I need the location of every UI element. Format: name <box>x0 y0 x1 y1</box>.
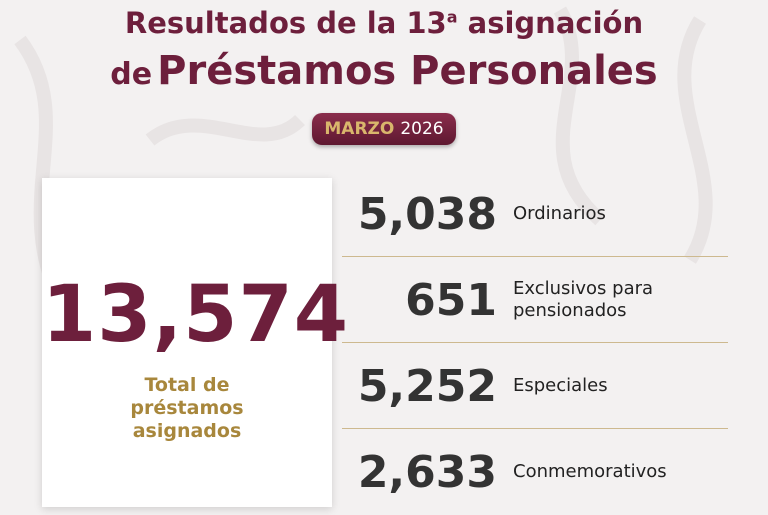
separator <box>342 428 728 429</box>
item-label: Exclusivos para pensionados <box>513 278 654 321</box>
badge-year: 2026 <box>400 119 444 139</box>
item-value: 5,038 <box>357 188 497 240</box>
item-label: Especiales <box>513 375 608 396</box>
item-value: 2,633 <box>357 446 497 498</box>
item-label: Conmemorativos <box>513 461 667 482</box>
total-card: 13,574 Total de préstamos asignados <box>42 178 349 507</box>
title-prefix: Resultados de la <box>124 6 397 40</box>
title-line-2: de Préstamos Personales <box>0 48 768 94</box>
date-badge: MARZO 2026 <box>312 113 456 145</box>
item-row: 2,633 Conmemorativos <box>342 429 728 515</box>
title-ordinal: a <box>446 7 458 27</box>
title-main: Préstamos Personales <box>157 48 658 94</box>
total-label: Total de préstamos asignados <box>130 374 244 442</box>
title-de: de <box>110 57 153 92</box>
title-number: 13 <box>406 6 447 40</box>
item-row: 651 Exclusivos para pensionados <box>342 257 728 343</box>
title-suffix: asignación <box>467 6 644 40</box>
separator <box>342 342 728 343</box>
item-row: 5,038 Ordinarios <box>342 171 728 257</box>
item-value: 5,252 <box>357 360 497 412</box>
total-value: 13,574 <box>42 270 349 360</box>
item-label: Ordinarios <box>513 203 606 224</box>
title-line-1: Resultados de la 13a asignación <box>0 6 768 40</box>
badge-month: MARZO <box>324 119 395 139</box>
separator <box>342 256 728 257</box>
item-value: 651 <box>405 274 497 326</box>
item-row: 5,252 Especiales <box>342 343 728 429</box>
